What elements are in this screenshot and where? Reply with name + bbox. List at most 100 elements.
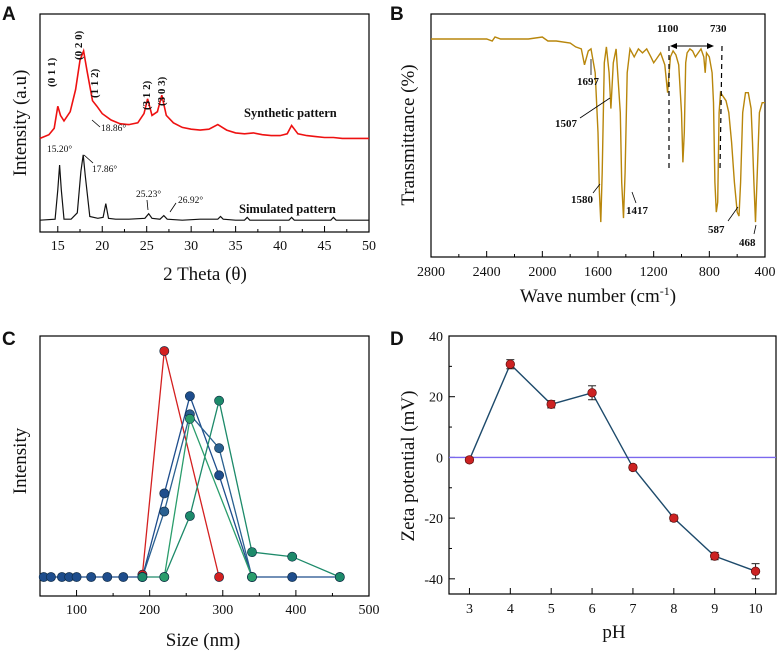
series-teal-1-point xyxy=(214,395,224,406)
anno-730: 730 xyxy=(710,23,727,35)
panel-b-tick-label: 1200 xyxy=(640,265,668,280)
panel-b-x-ticks: 2800 2400 2000 1600 1200 800 400 xyxy=(417,251,776,280)
panel-b-tick-label: 1600 xyxy=(584,265,612,280)
peak-label-011: (0 1 1) xyxy=(46,57,58,87)
panel-a-tick-label: 15 xyxy=(51,239,65,254)
anno-26-92-arrow xyxy=(169,202,177,213)
panel-d-x-tick-label: 3 xyxy=(466,602,473,617)
anno-1697: 1697 xyxy=(577,76,600,88)
range-arrow-right xyxy=(707,43,714,49)
panel-b-series xyxy=(431,36,765,223)
anno-18-86-arrow xyxy=(91,119,101,128)
anno-25-23: 25.23° xyxy=(136,189,161,200)
ftir-spectrum-line xyxy=(431,36,765,223)
series-blue-1-point xyxy=(214,470,224,481)
panel-c-tick-label: 100 xyxy=(66,603,87,618)
anno-1507: 1507 xyxy=(555,118,578,130)
zeta-point xyxy=(750,566,761,576)
anno-18-86: 18.86° xyxy=(101,123,126,134)
anno-1417-arrow xyxy=(631,191,637,204)
panel-b: B Transmittance (%) Wave number (cm-1) 2… xyxy=(390,4,776,307)
anno-1417: 1417 xyxy=(626,205,649,217)
series-red-point xyxy=(214,572,224,582)
panel-a-series xyxy=(39,48,369,221)
panel-a-xlabel: 2 Theta (θ) xyxy=(163,264,247,285)
zeta-point xyxy=(587,388,597,398)
zeta-point xyxy=(505,359,515,369)
synthetic-pattern-label: Synthetic pattern xyxy=(244,106,337,120)
peak-label-303: (3 0 3) xyxy=(156,76,168,106)
panel-c-tick-label: 200 xyxy=(139,603,160,618)
panel-d-letter: D xyxy=(390,329,404,350)
panel-b-xlabel: Wave number (cm-1) xyxy=(520,284,676,307)
series-blue-1-point xyxy=(118,572,129,582)
anno-17-86: 17.86° xyxy=(92,164,117,175)
panel-a-ylabel: Intensity (a.u) xyxy=(10,70,31,177)
panel-b-tick-label: 2400 xyxy=(473,265,501,280)
panel-d-x-tick-label: 8 xyxy=(670,602,677,617)
panel-d-y-tick-label: 0 xyxy=(436,451,443,466)
series-teal-1-point xyxy=(334,572,345,582)
simulated-pattern-label: Simulated pattern xyxy=(239,202,336,216)
series-blue-1-point xyxy=(159,488,170,499)
anno-26-92: 26.92° xyxy=(178,195,203,206)
anno-1580: 1580 xyxy=(571,194,594,206)
panel-d-x-tick-label: 6 xyxy=(589,602,596,617)
panel-d-y-tick-label: 20 xyxy=(429,391,443,406)
panel-a-tick-label: 45 xyxy=(318,239,332,254)
range-arrow-left xyxy=(670,43,677,49)
panel-a-tick-label: 20 xyxy=(95,239,109,254)
panel-c-frame xyxy=(39,335,370,597)
panel-c-tick-label: 500 xyxy=(359,603,380,618)
panel-a-tick-label: 50 xyxy=(362,239,376,254)
panel-d-ylabel: Zeta potential (mV) xyxy=(398,391,419,542)
panel-a-letter: A xyxy=(2,4,16,25)
series-teal-1-point xyxy=(287,551,298,562)
series-blue-1-point xyxy=(86,572,97,582)
panel-c-x-ticks: 100 200 300 400 500 xyxy=(66,590,380,618)
series-teal-2-point xyxy=(247,572,257,582)
panel-b-tick-label: 400 xyxy=(755,265,776,280)
series-blue-2-point xyxy=(214,443,224,454)
zeta-potential-line xyxy=(468,362,756,572)
panel-a-tick-label: 25 xyxy=(140,239,154,254)
panel-d-xlabel: pH xyxy=(602,622,626,643)
series-blue-1-point xyxy=(71,572,82,582)
panel-b-tick-label: 2000 xyxy=(528,265,556,280)
panel-c-series xyxy=(38,346,345,582)
panel-c-tick-label: 300 xyxy=(212,603,233,618)
zeta-point xyxy=(669,513,679,523)
panel-d-x-tick-label: 5 xyxy=(548,602,555,617)
series-red-point xyxy=(159,346,170,356)
panel-a-tick-label: 35 xyxy=(229,239,243,254)
anno-1580-arrow xyxy=(592,183,601,194)
series-blue-1-point xyxy=(102,572,113,582)
panel-d-x-tick-label: 9 xyxy=(711,602,718,617)
panel-a-x-ticks: 15 20 25 30 35 40 45 50 xyxy=(51,226,376,254)
panel-c: C Intensity Size (nm) 100 200 300 400 500 xyxy=(2,329,380,651)
anno-17-86-arrow xyxy=(83,154,94,164)
panel-b-tick-label: 2800 xyxy=(417,265,445,280)
zeta-point xyxy=(546,399,556,409)
series-teal-1-point xyxy=(184,511,195,521)
anno-587-arrow xyxy=(727,206,739,222)
panel-b-ylabel: Transmittance (%) xyxy=(398,64,419,205)
series-blue-2-point xyxy=(159,506,170,517)
series-blue-1-point xyxy=(184,391,195,402)
anno-468: 468 xyxy=(739,237,756,249)
panel-d-y-tick-label: 40 xyxy=(429,330,443,345)
panel-c-letter: C xyxy=(2,329,16,350)
peak-label-020: (0 2 0) xyxy=(73,30,85,60)
zeta-point xyxy=(464,455,475,465)
marker-730-line xyxy=(719,45,723,171)
panel-a-frame xyxy=(39,13,370,233)
series-teal-1-point xyxy=(137,572,148,582)
zeta-point xyxy=(710,551,720,561)
anno-1507-arrow xyxy=(579,97,611,119)
anno-468-arrow xyxy=(753,224,757,235)
series-blue-1-point xyxy=(287,572,298,582)
anno-25-23-arrow xyxy=(146,199,149,211)
panel-d-x-tick-label: 4 xyxy=(507,602,514,617)
panel-a-tick-label: 40 xyxy=(273,239,287,254)
